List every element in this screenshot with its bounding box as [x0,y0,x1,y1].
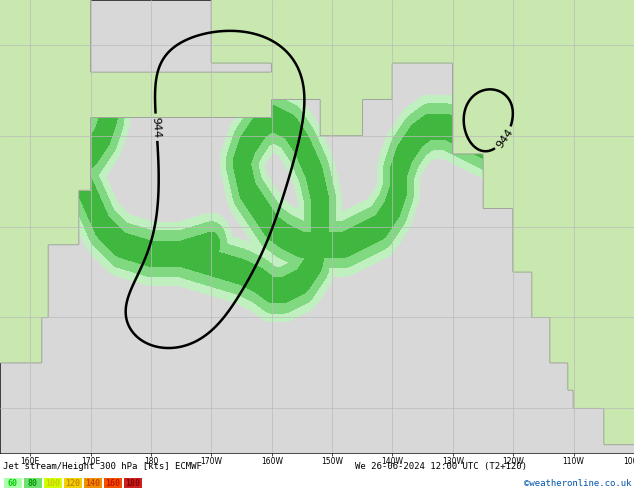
FancyBboxPatch shape [84,478,102,488]
Text: 100: 100 [46,479,60,488]
FancyBboxPatch shape [124,478,142,488]
Text: We 26-06-2024 12:00 UTC (T2+120): We 26-06-2024 12:00 UTC (T2+120) [355,462,527,471]
Text: 944: 944 [495,127,515,150]
Text: Jet stream/Height 300 hPa [kts] ECMWF: Jet stream/Height 300 hPa [kts] ECMWF [3,462,202,471]
Text: 160: 160 [105,479,120,488]
Text: 944: 944 [151,116,162,138]
FancyBboxPatch shape [24,478,42,488]
Text: 60: 60 [8,479,18,488]
FancyBboxPatch shape [4,478,22,488]
FancyBboxPatch shape [64,478,82,488]
Text: 180: 180 [126,479,141,488]
FancyBboxPatch shape [44,478,62,488]
Text: 80: 80 [28,479,38,488]
Text: 140: 140 [86,479,101,488]
Text: 120: 120 [65,479,81,488]
Text: ©weatheronline.co.uk: ©weatheronline.co.uk [524,479,631,488]
FancyBboxPatch shape [104,478,122,488]
